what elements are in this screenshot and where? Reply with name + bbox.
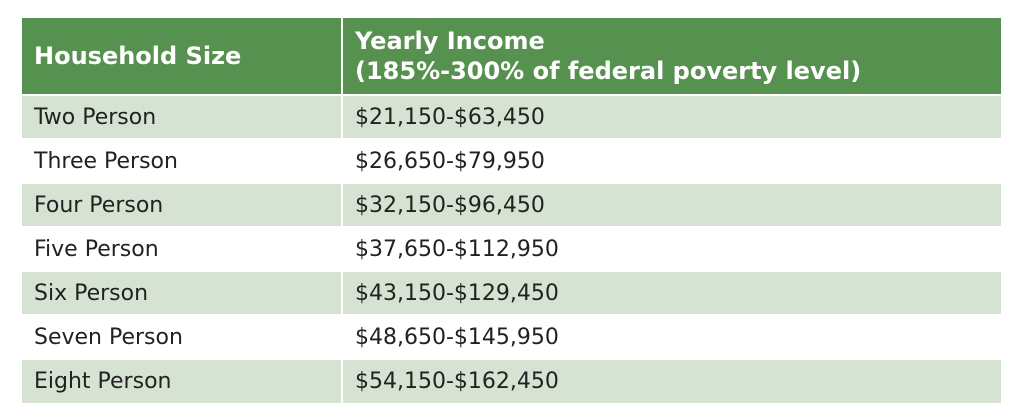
household-size-cell: Five Person xyxy=(22,226,342,271)
table-row: Four Person $32,150-$96,450 xyxy=(22,182,1001,227)
table-header-row: Household Size Yearly Income (185%-300% … xyxy=(22,18,1001,95)
household-size-cell: Four Person xyxy=(22,182,342,227)
yearly-income-cell: $43,150-$129,450 xyxy=(341,270,1001,315)
household-size-cell: Eight Person xyxy=(22,358,342,403)
header-yearly-income-label: Yearly Income xyxy=(355,27,545,55)
yearly-income-cell: $21,150-$63,450 xyxy=(341,94,1001,139)
table-row: Six Person $43,150-$129,450 xyxy=(22,270,1001,315)
income-table-container: Household Size Yearly Income (185%-300% … xyxy=(22,18,1001,403)
household-size-cell: Seven Person xyxy=(22,314,342,359)
yearly-income-cell: $26,650-$79,950 xyxy=(341,138,1001,183)
yearly-income-cell: $37,650-$112,950 xyxy=(341,226,1001,271)
yearly-income-cell: $32,150-$96,450 xyxy=(341,182,1001,227)
household-size-cell: Two Person xyxy=(22,94,342,139)
table-row: Three Person $26,650-$79,950 xyxy=(22,138,1001,183)
yearly-income-cell: $48,650-$145,950 xyxy=(341,314,1001,359)
header-yearly-income: Yearly Income (185%-300% of federal pove… xyxy=(341,18,1001,95)
household-size-cell: Three Person xyxy=(22,138,342,183)
header-household-size-label: Household Size xyxy=(34,42,242,70)
household-size-cell: Six Person xyxy=(22,270,342,315)
table-row: Seven Person $48,650-$145,950 xyxy=(22,314,1001,359)
yearly-income-cell: $54,150-$162,450 xyxy=(341,358,1001,403)
table-row: Eight Person $54,150-$162,450 xyxy=(22,358,1001,403)
income-table: Household Size Yearly Income (185%-300% … xyxy=(22,18,1001,403)
table-row: Five Person $37,650-$112,950 xyxy=(22,226,1001,271)
header-household-size: Household Size xyxy=(22,18,342,95)
header-yearly-income-sublabel: (185%-300% of federal poverty level) xyxy=(355,57,862,85)
table-row: Two Person $21,150-$63,450 xyxy=(22,94,1001,139)
